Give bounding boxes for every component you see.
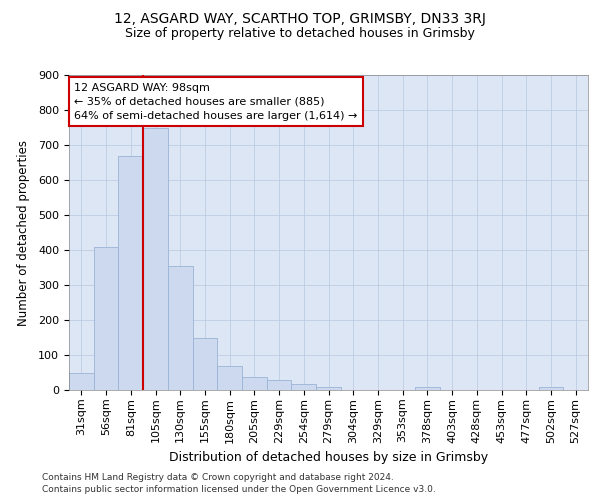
Bar — [94, 246, 118, 390]
Bar — [267, 380, 292, 390]
Bar — [217, 366, 242, 390]
Bar — [168, 266, 193, 390]
Bar — [539, 387, 563, 390]
Text: 12, ASGARD WAY, SCARTHO TOP, GRIMSBY, DN33 3RJ: 12, ASGARD WAY, SCARTHO TOP, GRIMSBY, DN… — [114, 12, 486, 26]
X-axis label: Distribution of detached houses by size in Grimsby: Distribution of detached houses by size … — [169, 451, 488, 464]
Bar — [193, 338, 217, 390]
Bar — [316, 386, 341, 390]
Bar — [118, 156, 143, 390]
Bar — [69, 372, 94, 390]
Text: Contains HM Land Registry data © Crown copyright and database right 2024.: Contains HM Land Registry data © Crown c… — [42, 472, 394, 482]
Bar — [242, 376, 267, 390]
Bar — [143, 128, 168, 390]
Bar — [415, 387, 440, 390]
Bar — [292, 384, 316, 390]
Y-axis label: Number of detached properties: Number of detached properties — [17, 140, 30, 326]
Text: Contains public sector information licensed under the Open Government Licence v3: Contains public sector information licen… — [42, 485, 436, 494]
Text: Size of property relative to detached houses in Grimsby: Size of property relative to detached ho… — [125, 28, 475, 40]
Text: 12 ASGARD WAY: 98sqm
← 35% of detached houses are smaller (885)
64% of semi-deta: 12 ASGARD WAY: 98sqm ← 35% of detached h… — [74, 83, 358, 121]
